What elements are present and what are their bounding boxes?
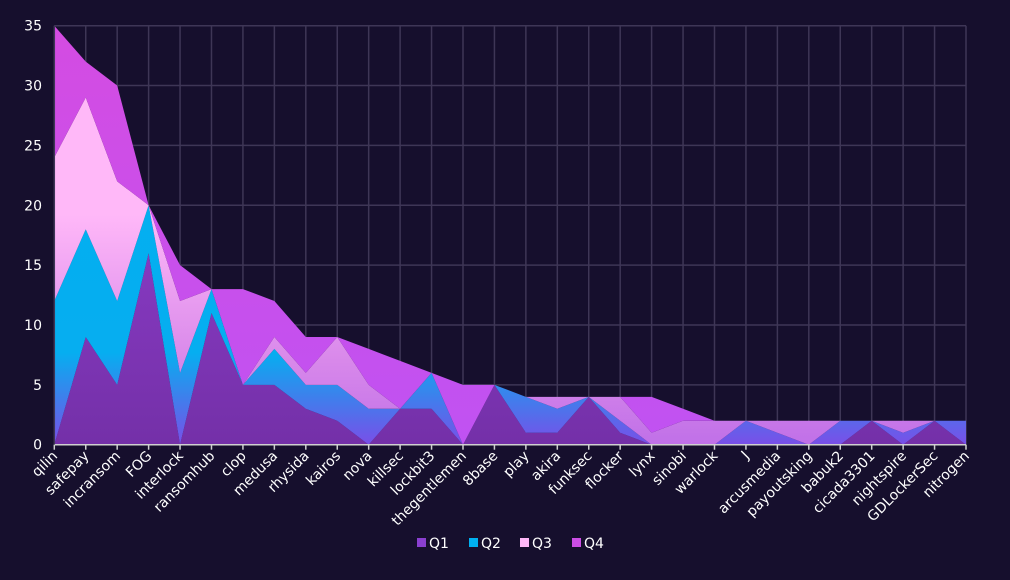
area-series-group [54, 25, 967, 445]
y-tick-label: 30 [24, 79, 42, 95]
x-tick-label: J [738, 448, 753, 463]
y-tick-label: 25 [24, 138, 42, 154]
y-tick-labels: 0 5 10 15 20 25 30 35 [24, 19, 42, 454]
legend-label: Q4 [584, 536, 604, 552]
area-q2 [54, 205, 967, 445]
x-tick-label: play [500, 448, 532, 480]
y-tick-label: 0 [33, 438, 42, 454]
y-tick-label: 15 [24, 258, 42, 274]
axes [53, 25, 967, 450]
legend-label: Q3 [532, 536, 552, 552]
legend-swatch [572, 538, 581, 547]
legend-item-q3[interactable]: Q3 [520, 536, 552, 552]
legend-swatch [520, 538, 529, 547]
area-q1 [54, 253, 967, 445]
y-tick-label: 10 [24, 318, 42, 334]
y-tick-label: 20 [24, 198, 42, 214]
legend-item-q2[interactable]: Q2 [469, 536, 501, 552]
legend-label: Q1 [429, 536, 449, 552]
x-tick-label: kairos [303, 448, 344, 489]
y-tick-label: 5 [33, 378, 42, 394]
area-q4 [54, 25, 967, 445]
x-tick-labels: qilinsafepayincransomFOGinterlockransomh… [29, 448, 973, 530]
legend-swatch [417, 538, 426, 547]
legend-item-q1[interactable]: Q1 [417, 536, 449, 552]
legend: Q1 Q2 Q3 Q4 [417, 536, 604, 552]
x-tick-label: 8base [460, 448, 501, 489]
legend-label: Q2 [481, 536, 501, 552]
y-tick-label: 35 [24, 19, 42, 35]
legend-item-q4[interactable]: Q4 [572, 536, 604, 552]
legend-swatch [469, 538, 478, 547]
